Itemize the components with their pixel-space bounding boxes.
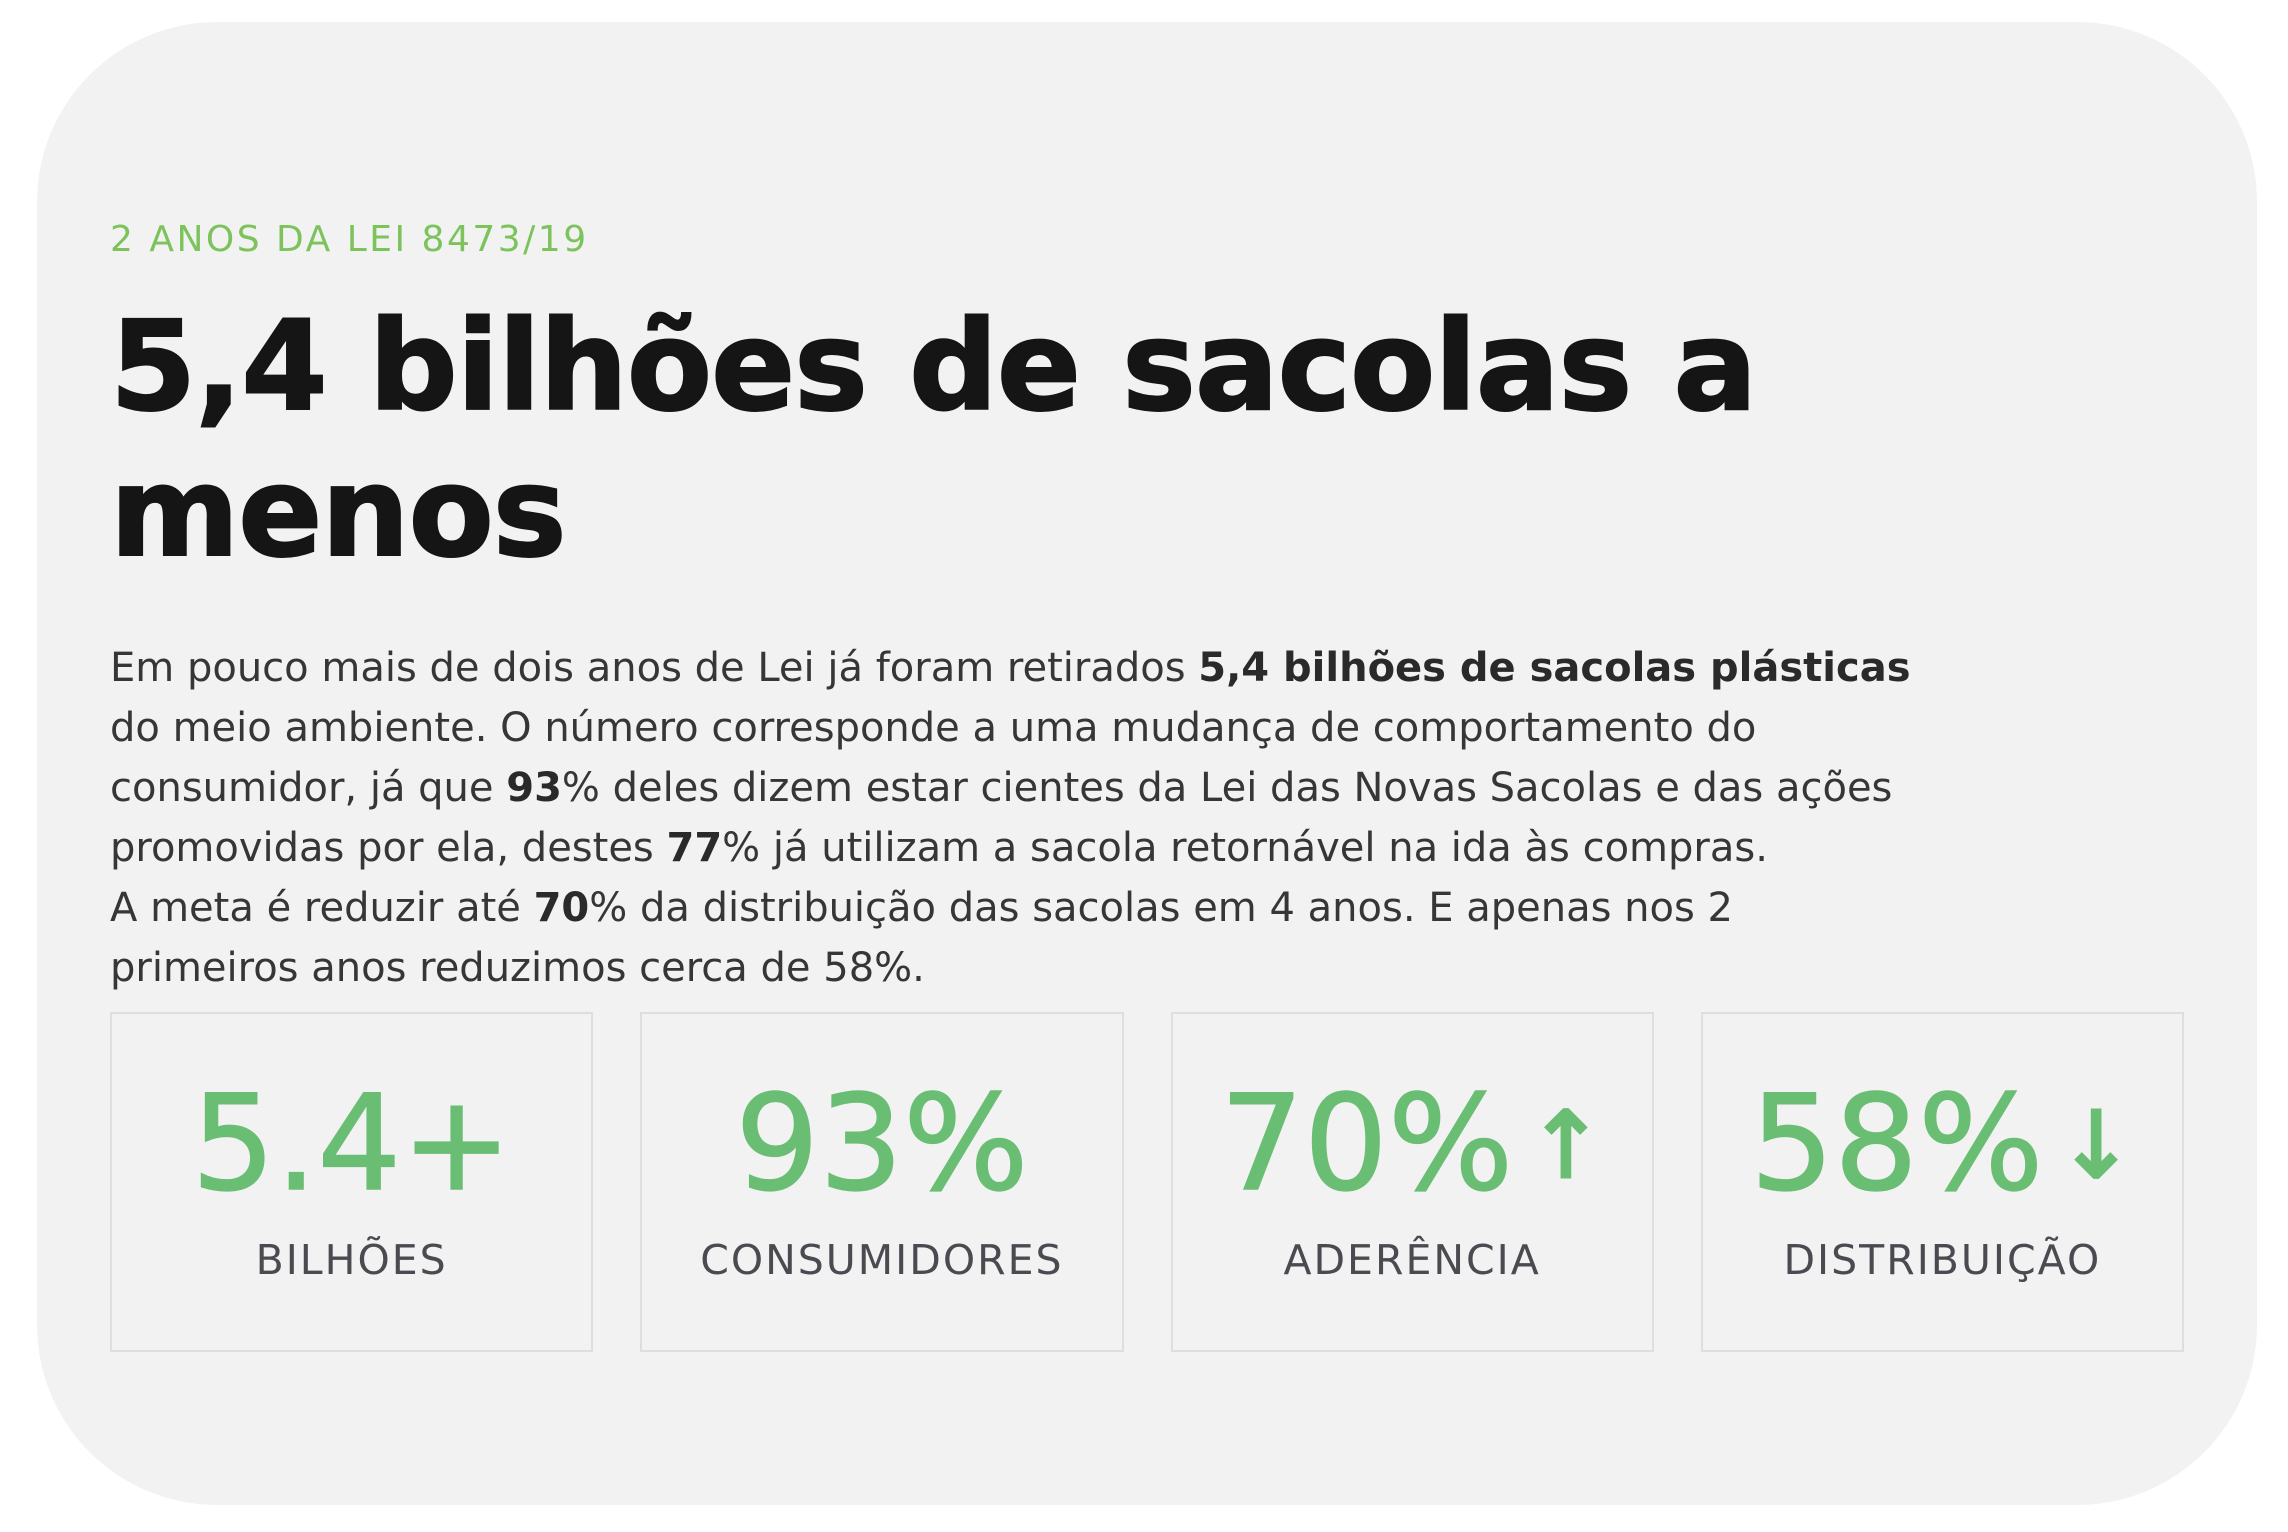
stat-value-row: 93% bbox=[734, 1067, 1029, 1222]
stat-card-distribuicao: 58% ↓ DISTRIBUIÇÃO bbox=[1700, 1012, 2184, 1352]
paragraph-segment: % já utilizam a sacola retornável na ida… bbox=[722, 825, 1768, 871]
paragraph-segment: % deles dizem estar cientes da Lei das N… bbox=[561, 765, 1893, 811]
trend-down-icon: ↓ bbox=[2056, 1092, 2136, 1200]
stat-value: 70% bbox=[1219, 1067, 1514, 1222]
content-card: 2 ANOS DA LEI 8473/19 5,4 bilhões de sac… bbox=[37, 22, 2257, 1505]
stat-label: CONSUMIDORES bbox=[700, 1236, 1064, 1285]
trend-up-icon: ↑ bbox=[1526, 1092, 1606, 1200]
paragraph-line: A meta é reduzir até 70% da distribuição… bbox=[110, 878, 2184, 938]
stat-card-consumidores: 93% CONSUMIDORES bbox=[640, 1012, 1124, 1352]
paragraph-segment: Em pouco mais de dois anos de Lei já for… bbox=[110, 645, 1199, 691]
stat-value-row: 70% ↑ bbox=[1219, 1067, 1606, 1222]
stat-value: 93% bbox=[734, 1067, 1029, 1222]
paragraph-line: primeiros anos reduzimos cerca de 58%. bbox=[110, 938, 2184, 998]
stat-value-row: 5.4+ bbox=[191, 1067, 513, 1222]
stat-value: 58% bbox=[1749, 1067, 2044, 1222]
stats-row: 5.4+ BILHÕES 93% CONSUMIDORES 70% ↑ ADER… bbox=[110, 1012, 2184, 1352]
paragraph-segment: promovidas por ela, destes bbox=[110, 825, 667, 871]
stat-label: BILHÕES bbox=[255, 1236, 448, 1285]
paragraph-bold-segment: 77 bbox=[666, 825, 723, 871]
eyebrow-label: 2 ANOS DA LEI 8473/19 bbox=[110, 219, 589, 260]
intro-paragraph: Em pouco mais de dois anos de Lei já for… bbox=[110, 638, 2184, 998]
paragraph-line: consumidor, já que 93% deles dizem estar… bbox=[110, 758, 2184, 818]
page-title-line-1: 5,4 bilhões de sacolas a bbox=[109, 294, 1758, 440]
paragraph-segment: do meio ambiente. O número corresponde a… bbox=[110, 705, 1757, 751]
page-title: 5,4 bilhões de sacolas a menos bbox=[109, 294, 2184, 586]
paragraph-line: promovidas por ela, destes 77% já utiliz… bbox=[110, 818, 2184, 878]
paragraph-line: Em pouco mais de dois anos de Lei já for… bbox=[110, 638, 2184, 698]
paragraph-bold-segment: 93 bbox=[506, 765, 562, 811]
paragraph-segment: primeiros anos reduzimos cerca de 58%. bbox=[110, 945, 925, 991]
stat-value-row: 58% ↓ bbox=[1749, 1067, 2136, 1222]
paragraph-segment: consumidor, já que bbox=[110, 765, 507, 811]
page-title-line-2: menos bbox=[109, 440, 568, 586]
paragraph-segment: A meta é reduzir até bbox=[110, 885, 534, 931]
stat-card-aderencia: 70% ↑ ADERÊNCIA bbox=[1170, 1012, 1654, 1352]
stat-value: 5.4+ bbox=[191, 1067, 513, 1222]
paragraph-bold-segment: 70 bbox=[533, 885, 590, 931]
paragraph-segment: % da distribuição das sacolas em 4 anos.… bbox=[589, 885, 1733, 931]
paragraph-line: do meio ambiente. O número corresponde a… bbox=[110, 698, 2184, 758]
stat-label: DISTRIBUIÇÃO bbox=[1783, 1236, 2102, 1285]
paragraph-bold-segment: 5,4 bilhões de sacolas plásticas bbox=[1198, 645, 1911, 691]
stat-card-bilhoes: 5.4+ BILHÕES bbox=[110, 1012, 594, 1352]
stat-label: ADERÊNCIA bbox=[1283, 1236, 1541, 1285]
